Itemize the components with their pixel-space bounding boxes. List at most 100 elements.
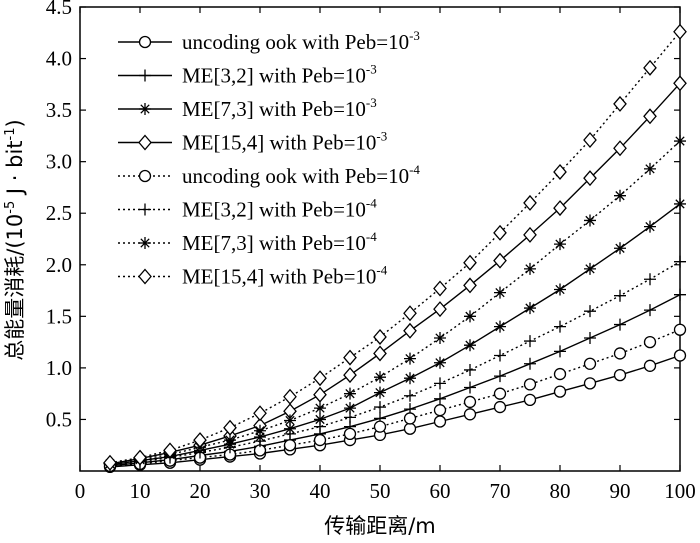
plus-marker <box>494 349 506 362</box>
diamond-marker <box>493 252 507 269</box>
circle-marker <box>643 335 657 349</box>
diamond-marker <box>523 194 537 211</box>
y-tick-label: 1.0 <box>46 356 72 380</box>
legend-item: ME[7,3] with Peb=10-3 <box>118 95 377 121</box>
y-axis-title: 总能量消耗/(10-5 J · bit-1) <box>3 119 27 360</box>
plus-marker <box>139 69 151 82</box>
star-marker <box>524 302 536 315</box>
x-tick-label: 30 <box>250 479 271 503</box>
legend-label-exponent: -4 <box>409 162 420 177</box>
plus-marker <box>674 255 686 268</box>
plus-marker <box>494 370 506 383</box>
circle-marker <box>343 427 357 441</box>
plus-marker <box>524 357 536 370</box>
x-tick-label: 20 <box>190 479 211 503</box>
diamond-marker <box>313 386 327 403</box>
circle-marker <box>433 415 447 428</box>
legend-label-main: ME[3,2] with Peb=10 <box>182 198 366 222</box>
legend-item: ME[3,2] with Peb=10-3 <box>118 62 377 88</box>
diamond-marker <box>343 367 357 384</box>
star-marker <box>464 339 476 352</box>
x-axis-title: 传输距离/m <box>324 514 436 538</box>
legend-label-main: ME[7,3] with Peb=10 <box>182 97 366 121</box>
legend-label-exponent: -3 <box>409 28 420 43</box>
legend-label: ME[3,2] with Peb=10-4 <box>182 196 377 222</box>
star-marker <box>554 283 566 296</box>
x-tick-label: 50 <box>370 479 391 503</box>
diamond-marker <box>403 322 417 339</box>
diamond-marker <box>223 419 237 436</box>
x-tick-label: 80 <box>550 479 571 503</box>
diamond-marker <box>133 449 147 466</box>
plus-marker <box>554 345 566 358</box>
legend-label-exponent: -4 <box>366 229 377 244</box>
circle-marker <box>523 393 537 407</box>
legend-label: ME[15,4] with Peb=10-3 <box>182 129 387 155</box>
circle-marker <box>673 323 687 336</box>
star-marker <box>644 220 656 233</box>
series-line <box>109 140 681 465</box>
star-marker <box>314 413 326 426</box>
star-marker <box>254 424 266 437</box>
legend-label: ME[7,3] with Peb=10-3 <box>182 95 377 121</box>
legend-item: ME[15,4] with Peb=10-3 <box>118 129 387 155</box>
circle-marker <box>138 35 152 49</box>
circle-marker <box>463 395 477 409</box>
plus-marker <box>464 381 476 394</box>
legend-label-main: uncoding ook with Peb=10 <box>182 30 409 54</box>
diamond-marker <box>138 268 152 285</box>
star-marker <box>224 434 236 447</box>
star-marker <box>584 214 596 227</box>
circle-marker <box>583 377 597 390</box>
legend-label-exponent: -3 <box>366 95 377 110</box>
diamond-marker <box>193 432 207 449</box>
plus-marker <box>524 335 536 348</box>
diamond-marker <box>673 75 687 92</box>
y-axis-title-suffix: ) <box>3 119 27 127</box>
legend-label-main: ME[15,4] with Peb=10 <box>182 131 376 155</box>
circle-marker <box>613 368 627 382</box>
legend-label-main: ME[7,3] with Peb=10 <box>182 231 366 255</box>
plus-marker <box>374 401 386 414</box>
y-tick-label: 4.5 <box>46 0 72 19</box>
plus-marker <box>434 392 446 405</box>
legend-item: ME[3,2] with Peb=10-4 <box>118 196 377 222</box>
legend-label-main: uncoding ook with Peb=10 <box>182 164 409 188</box>
star-marker <box>139 103 151 115</box>
circle-marker <box>553 367 567 381</box>
circle-marker <box>313 433 327 447</box>
star-marker <box>614 189 626 202</box>
plus-marker <box>554 320 566 333</box>
legend-label: ME[3,2] with Peb=10-3 <box>182 62 377 88</box>
series-8 <box>103 23 687 471</box>
star-marker <box>494 320 506 333</box>
x-tick-label: 60 <box>430 479 451 503</box>
plus-marker <box>404 389 416 402</box>
y-tick-label: 2.5 <box>46 201 72 225</box>
star-marker <box>404 352 416 365</box>
star-marker <box>494 286 506 299</box>
diamond-marker <box>643 59 657 76</box>
x-tick-label: 100 <box>664 479 696 503</box>
plus-marker <box>464 363 476 376</box>
diamond-marker <box>553 200 567 217</box>
plus-marker <box>644 273 656 286</box>
plus-marker <box>314 420 326 433</box>
y-axis-title-exp2: -1 <box>3 127 18 140</box>
star-marker <box>139 237 151 249</box>
legend: uncoding ook with Peb=10-3ME[3,2] with P… <box>118 28 420 289</box>
circle-marker <box>283 439 297 452</box>
y-axis-title-mid: J · bit <box>3 140 27 200</box>
y-tick-label: 1.5 <box>46 304 72 328</box>
star-marker <box>554 238 566 251</box>
star-marker <box>674 135 686 148</box>
plus-marker <box>674 288 686 301</box>
plus-marker <box>254 435 266 448</box>
plus-marker <box>139 203 151 216</box>
legend-item: ME[7,3] with Peb=10-4 <box>118 229 377 255</box>
diamond-marker <box>583 132 597 149</box>
star-marker <box>434 356 446 369</box>
circle-marker <box>673 349 687 362</box>
legend-label-exponent: -4 <box>376 263 387 278</box>
